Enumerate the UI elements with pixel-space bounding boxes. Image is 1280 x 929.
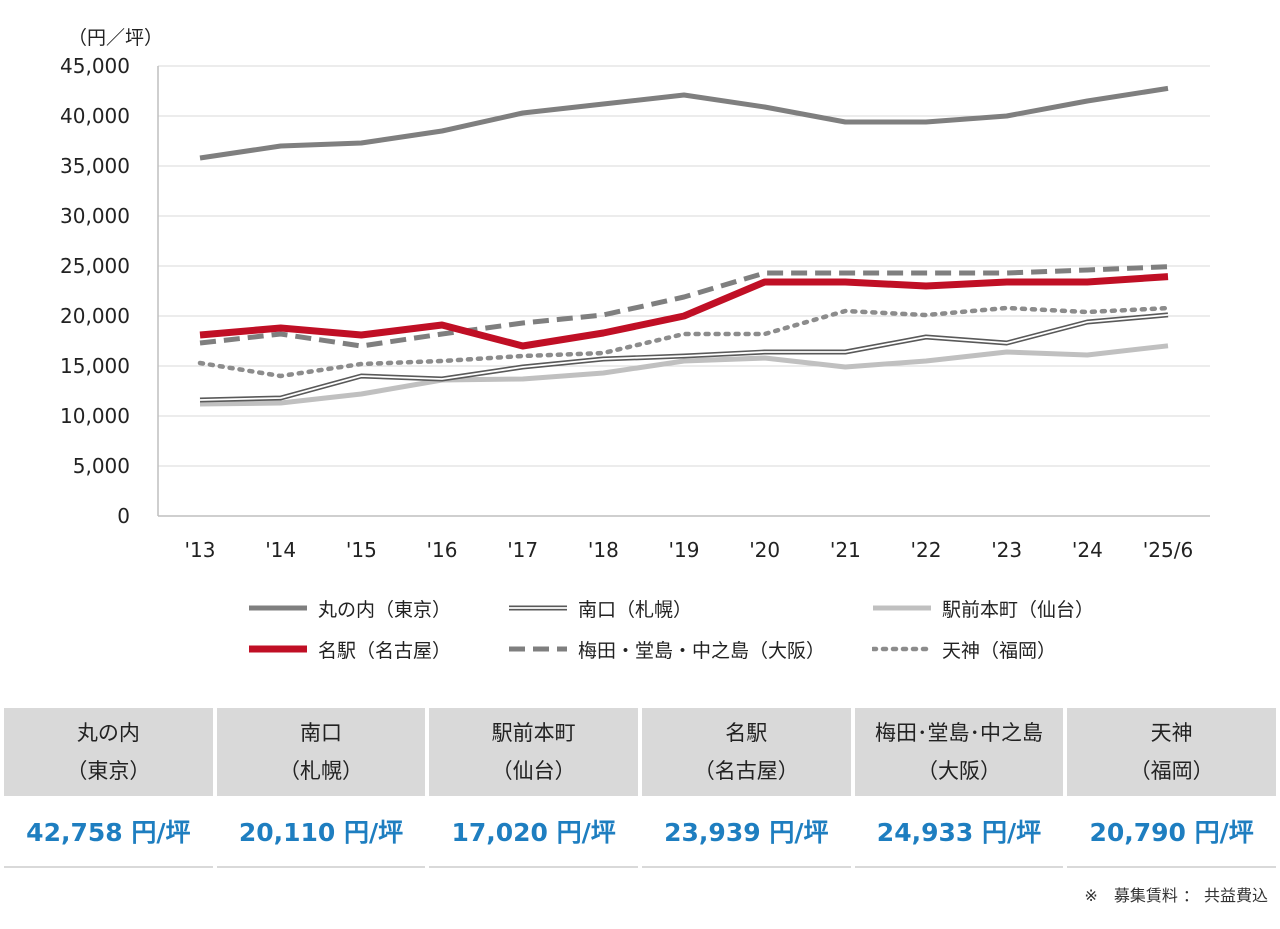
series-line [199,264,1169,349]
x-tick-label: '21 [830,538,861,562]
legend-label: 駅前本町（仙台） [942,598,1095,621]
x-tick-label: '14 [265,538,296,562]
y-tick-label: 30,000 [60,204,130,228]
y-tick-label: 25,000 [60,254,130,278]
y-tick-label: 35,000 [60,154,130,178]
summary-area: （東京） [66,759,151,783]
x-tick-label: '15 [346,538,377,562]
x-tick-label: '18 [588,538,619,562]
summary-header-ekimaehonmachi: 駅前本町 （仙台） [429,708,638,796]
legend-swatch [249,645,307,653]
x-tick-label: '17 [507,538,538,562]
summary-name: 梅田･堂島･中之島 [874,721,1043,745]
x-tick-label: '19 [669,538,700,562]
y-unit-label: （円／坪） [68,27,163,49]
legend-item: 天神（福岡） [872,634,1056,664]
y-tick-label: 0 [117,504,130,528]
x-tick-label: '16 [427,538,458,562]
summary-name: 駅前本町 [491,721,576,745]
summary-value-umeda: 24,933 円/坪 [854,796,1064,868]
series-path [199,343,1169,407]
summary-name: 名駅 [725,721,768,745]
series-path [199,85,1169,161]
summary-name: 天神 [1150,721,1193,745]
summary-value-meieki: 23,939 円/坪 [641,796,851,868]
summary-table: 丸の内 （東京） 南口 （札幌） 駅前本町 （仙台） 名駅 （名古屋） 梅田･堂島･中之… [0,708,1280,868]
legend-item: 駅前本町（仙台） [872,593,1094,623]
summary-area: （福岡） [1129,759,1214,783]
series-line [199,343,1169,407]
summary-area: （仙台） [491,759,576,783]
y-axis-ticks: 0 5,000 10,000 15,000 20,000 25,000 30,000 35,0… [60,54,130,528]
series-line [199,273,1169,350]
series-line [199,312,1169,403]
summary-value-ekimaehonmachi: 17,020 円/坪 [429,796,638,868]
summary-header-meieki: 名駅 （名古屋） [641,708,851,796]
series-path [197,305,1171,379]
series-path [199,312,1169,403]
legend-label: 丸の内（東京） [318,598,452,621]
line-chart: （円／坪） 0 5,000 10,000 15,000 20,000 25,000 30,0… [60,27,1210,562]
x-tick-label: '24 [1072,538,1103,562]
legend-swatch [249,605,307,611]
grid-lines [157,65,1210,517]
summary-name: 南口 [299,721,342,745]
series-path [199,264,1169,349]
series-line [199,85,1169,161]
series-line [197,305,1171,379]
legend-swatch [509,646,567,652]
summary-header-marunouchi: 丸の内 （東京） [4,708,213,796]
series-path [199,273,1169,350]
legend-swatch [872,646,932,652]
footnote: ※ 募集賃料 ： 共益費込 [1084,886,1268,905]
series-lines [197,85,1171,407]
x-tick-label: '23 [991,538,1022,562]
y-tick-label: 15,000 [60,354,130,378]
summary-area: （名古屋） [693,759,799,783]
x-tick-label: '20 [749,538,780,562]
series-path [199,314,1169,401]
legend-label: 名駅（名古屋） [318,639,452,662]
summary-area: （大阪） [916,759,1001,783]
y-tick-label: 40,000 [60,104,130,128]
summary-header-tenjin: 天神 （福岡） [1067,708,1276,796]
y-tick-label: 20,000 [60,304,130,328]
legend-label: 天神（福岡） [942,639,1057,662]
x-tick-label: '25/6 [1143,538,1193,562]
summary-value-minamiguchi: 20,110 円/坪 [216,796,426,868]
summary-value-tenjin: 20,790 円/坪 [1067,796,1276,868]
summary-header-umeda: 梅田･堂島･中之島 （大阪） [854,708,1064,796]
legend-item: 南口（札幌） [508,593,692,623]
y-tick-label: 10,000 [60,404,130,428]
y-tick-label: 5,000 [73,454,130,478]
legend-swatch [509,605,567,611]
y-tick-label: 45,000 [60,54,130,78]
summary-value-marunouchi: 42,758 円/坪 [4,796,213,868]
summary-area: （札幌） [278,759,363,783]
legend-item: 梅田・堂島・中之島（大阪） [508,634,825,664]
legend-label: 梅田・堂島・中之島（大阪） [578,639,826,662]
x-tick-label: '13 [185,538,216,562]
x-axis-ticks: '13 '14 '15 '16 '17 '18 '19 '20 '21 '22 '23 '24 '25/… [185,538,1194,562]
legend-label: 南口（札幌） [578,598,693,621]
summary-header-minamiguchi: 南口 （札幌） [216,708,426,796]
legend-item: 名駅（名古屋） [248,634,451,664]
legend-item: 丸の内（東京） [248,593,451,623]
x-tick-label: '22 [911,538,942,562]
legend-swatch [873,605,931,611]
summary-name: 丸の内 [76,721,140,745]
